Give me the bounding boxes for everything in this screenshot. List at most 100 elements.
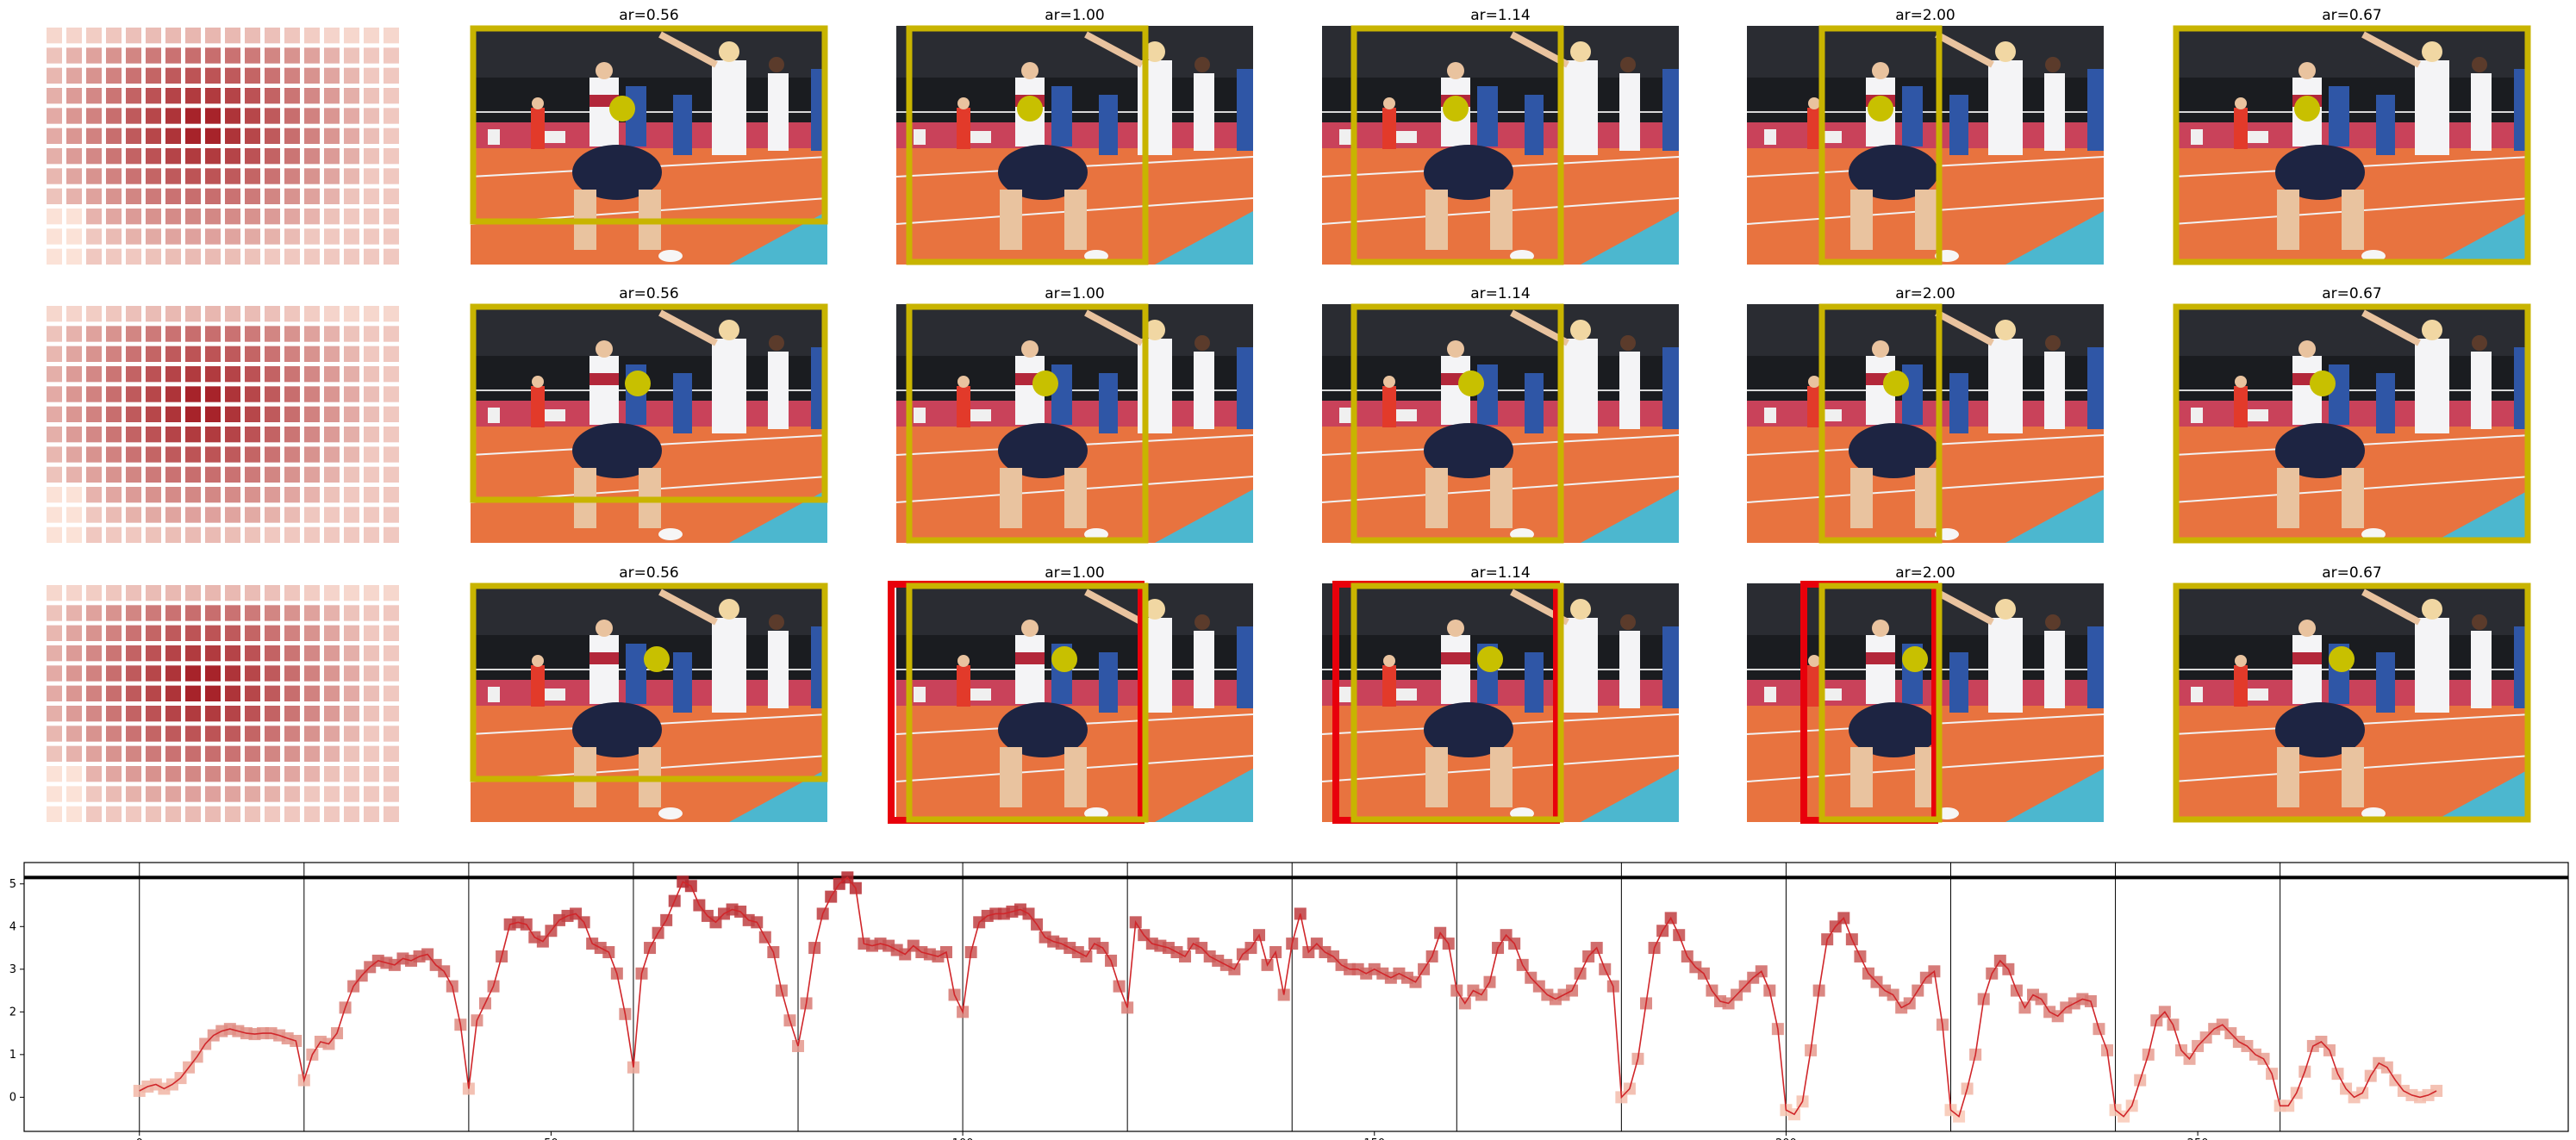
heatmap-cell [126, 148, 141, 165]
heatmap-cell [126, 108, 141, 124]
panel-title: ar=0.56 [619, 285, 679, 302]
heatmap-cell [66, 168, 82, 184]
heatmap-cell [245, 148, 260, 165]
volleyball-photo [1322, 583, 1679, 822]
heatmap-cell [344, 366, 359, 383]
heatmap-cell [225, 585, 240, 601]
heatmap-cell [265, 326, 280, 342]
heatmap-cell [364, 188, 379, 204]
heatmap-cell [364, 306, 379, 322]
heatmap-cell [47, 605, 62, 621]
heatmap-cell [364, 148, 379, 165]
heatmap-cell [265, 306, 280, 322]
heatmap-cell [47, 806, 62, 822]
heatmap-cell [265, 188, 280, 204]
heatmap-cell [245, 806, 260, 822]
heatmap-cell [66, 148, 82, 165]
heatmap-cell [225, 427, 240, 443]
heatmap-cell [106, 28, 122, 44]
heatmap-cell [47, 228, 62, 245]
heatmap-cell [185, 346, 201, 362]
heatmap-cell [225, 168, 240, 184]
heatmap-cell [364, 466, 379, 483]
heatmap-cell [384, 585, 399, 601]
heatmap-cell [284, 726, 300, 742]
heatmap-cell [66, 248, 82, 265]
heatmap-cell [284, 706, 300, 722]
heatmap-cell [86, 228, 102, 245]
heatmap-cell [126, 306, 141, 322]
heatmap-cell [146, 745, 161, 762]
heatmap-cell [66, 346, 82, 362]
heatmap-cell [185, 487, 201, 503]
heatmap-cell [364, 585, 379, 601]
heatmap-cell [245, 228, 260, 245]
heatmap-cell [86, 585, 102, 601]
heatmap-cell [225, 209, 240, 225]
heatmap-cell [344, 766, 359, 782]
heatmap-cell [384, 248, 399, 265]
heatmap-cell [66, 526, 82, 543]
heatmap-cell [47, 108, 62, 124]
heatmap-cell [344, 806, 359, 822]
heatmap-cell [304, 706, 320, 722]
heatmap-cell [185, 188, 201, 204]
heatmap-cell [165, 67, 181, 84]
heatmap-cell [86, 526, 102, 543]
heatmap-cell [106, 605, 122, 621]
heatmap-cell [225, 326, 240, 342]
heatmap-cell [205, 188, 221, 204]
x-tick-label: 0 [136, 1137, 143, 1140]
heatmap-cell [165, 625, 181, 641]
heatmap-cell [66, 507, 82, 523]
heatmap-cell [344, 346, 359, 362]
focus-point-marker [1443, 96, 1469, 121]
heatmap-cell [324, 645, 340, 662]
heatmap-cell [384, 386, 399, 402]
crop-box [1818, 303, 1943, 544]
panel-title: ar=0.67 [2322, 285, 2382, 302]
crop-panel: ar=0.56 [471, 7, 827, 265]
heatmap-cell [205, 326, 221, 342]
heatmap-cell [225, 386, 240, 402]
heatmap-cell [146, 67, 161, 84]
heatmap-cell [165, 466, 181, 483]
heatmap-cell [47, 645, 62, 662]
heatmap-cell [126, 685, 141, 701]
heatmap-cell [185, 67, 201, 84]
heatmap-cell [344, 188, 359, 204]
heatmap-cell [66, 806, 82, 822]
heatmap-cell [66, 446, 82, 463]
heatmap-cell [66, 726, 82, 742]
heatmap-cell [86, 507, 102, 523]
heatmap-cell [225, 148, 240, 165]
heatmap-cell [106, 386, 122, 402]
heatmap-cell [304, 446, 320, 463]
heatmap-cell [384, 645, 399, 662]
heatmap-cell [364, 625, 379, 641]
panel-title: ar=1.00 [1045, 7, 1105, 24]
heatmap-cell [146, 326, 161, 342]
heatmap-cell [364, 526, 379, 543]
heatmap-cell [165, 228, 181, 245]
heatmap-cell [106, 745, 122, 762]
heatmap-cell [205, 168, 221, 184]
heatmap-cell [106, 427, 122, 443]
heatmap-cell [245, 128, 260, 144]
heatmap-cell [66, 228, 82, 245]
heatmap-cell [364, 67, 379, 84]
heatmap-cell [324, 188, 340, 204]
focus-point-marker [609, 96, 635, 121]
heatmap-cell [165, 786, 181, 802]
heatmap-cell [364, 228, 379, 245]
heatmap-cell [47, 526, 62, 543]
heatmap-cell [344, 786, 359, 802]
heatmap-cell [106, 786, 122, 802]
heatmap-cell [165, 346, 181, 362]
heatmap-cell [126, 188, 141, 204]
heatmap-cell [225, 406, 240, 422]
crop-box [2173, 303, 2531, 544]
heatmap-cell [265, 487, 280, 503]
crop-box [1818, 582, 1943, 823]
heatmap-cell [47, 209, 62, 225]
